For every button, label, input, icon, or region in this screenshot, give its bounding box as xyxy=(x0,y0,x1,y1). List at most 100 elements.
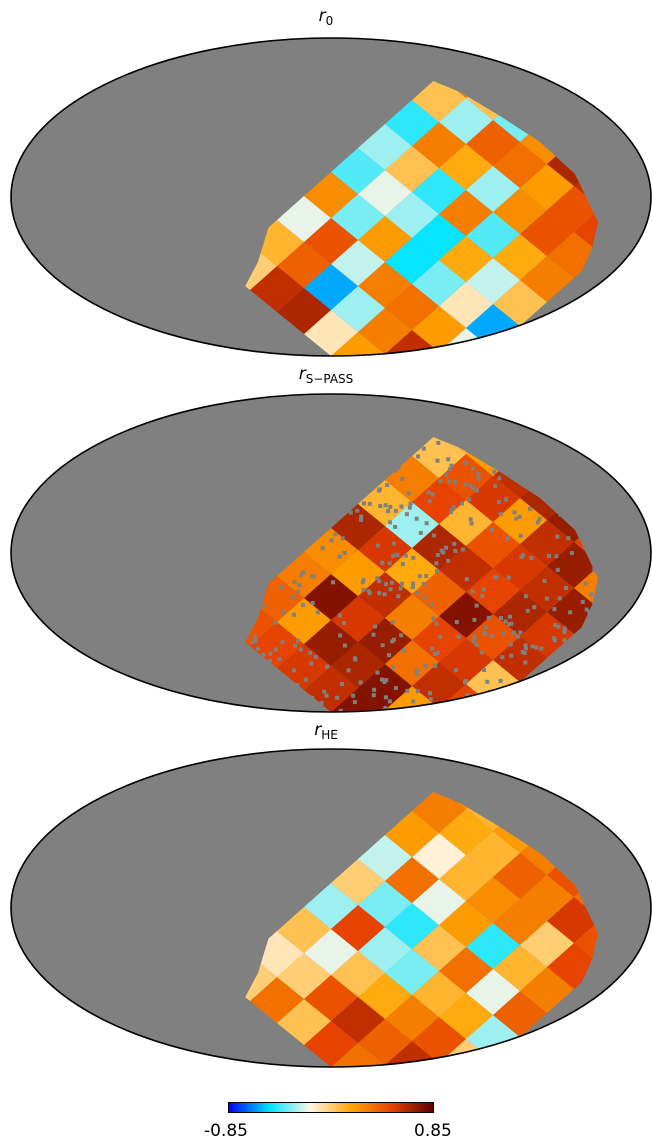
masked-pixel xyxy=(294,690,298,694)
masked-pixel xyxy=(250,658,254,662)
masked-pixel xyxy=(411,585,415,589)
map-pixel-cell xyxy=(412,352,466,364)
masked-pixel xyxy=(472,639,476,643)
masked-pixel xyxy=(248,687,252,691)
masked-pixel xyxy=(581,600,585,604)
masked-pixel xyxy=(405,689,409,693)
masked-pixel xyxy=(487,616,491,620)
masked-pixel xyxy=(586,442,590,446)
masked-pixel xyxy=(407,491,411,495)
mollweide-map-rhe xyxy=(0,745,652,1075)
masked-pixel xyxy=(372,459,376,463)
masked-pixel xyxy=(261,653,265,657)
masked-pixel xyxy=(471,590,475,594)
masked-pixel xyxy=(438,479,442,483)
masked-pixel xyxy=(351,481,355,485)
masked-pixel xyxy=(376,544,380,548)
masked-pixel xyxy=(416,455,420,459)
masked-pixel xyxy=(472,618,476,622)
masked-pixel xyxy=(467,497,471,501)
masked-pixel xyxy=(317,474,321,478)
masked-pixel xyxy=(372,693,376,697)
masked-pixel xyxy=(240,654,244,658)
masked-pixel xyxy=(390,581,394,585)
panel-title-rspass: rS−PASS xyxy=(0,364,652,389)
masked-pixel xyxy=(349,511,353,515)
masked-pixel xyxy=(381,643,385,647)
panel-title-subscript: 0 xyxy=(326,14,334,28)
masked-pixel xyxy=(562,630,566,634)
masked-pixel xyxy=(411,581,415,585)
masked-pixel xyxy=(538,517,542,521)
masked-pixel xyxy=(530,644,534,648)
masked-pixel xyxy=(434,561,438,565)
masked-pixel xyxy=(394,686,398,690)
masked-pixel xyxy=(507,576,511,580)
masked-pixel xyxy=(587,686,591,690)
masked-pixel xyxy=(388,699,392,703)
masked-pixel xyxy=(440,549,444,553)
masked-pixel xyxy=(524,643,528,647)
masked-pixel xyxy=(378,504,382,508)
panel-title-symbol: r xyxy=(319,6,326,26)
masked-pixel xyxy=(373,624,377,628)
masked-pixel xyxy=(428,499,432,503)
masked-pixel xyxy=(416,689,420,693)
masked-pixel xyxy=(552,607,556,611)
masked-pixel xyxy=(461,548,465,552)
masked-pixel xyxy=(334,532,338,536)
masked-pixel xyxy=(566,536,570,540)
masked-pixel xyxy=(384,582,388,586)
panel-title-rhe: rHE xyxy=(0,720,652,745)
masked-pixel xyxy=(455,620,459,624)
masked-pixel xyxy=(380,678,384,682)
masked-pixel xyxy=(241,693,245,697)
masked-pixel xyxy=(563,626,567,630)
masked-pixel xyxy=(545,597,549,601)
masked-pixel xyxy=(393,525,397,529)
masked-pixel xyxy=(343,551,347,555)
masked-pixel xyxy=(432,617,436,621)
masked-pixel xyxy=(328,484,332,488)
masked-pixel xyxy=(449,510,453,514)
masked-pixel xyxy=(359,518,363,522)
masked-pixel xyxy=(309,490,313,494)
masked-pixel xyxy=(543,706,547,710)
masked-pixel xyxy=(494,696,498,700)
masked-pixel xyxy=(377,591,381,595)
masked-pixel xyxy=(391,620,395,624)
masked-pixel xyxy=(547,554,551,558)
masked-pixel xyxy=(415,591,419,595)
masked-pixel xyxy=(492,470,496,474)
masked-pixel xyxy=(432,534,436,538)
masked-pixel xyxy=(231,682,235,686)
masked-pixel xyxy=(436,459,440,463)
masked-pixel xyxy=(480,650,484,654)
masked-pixel xyxy=(248,672,252,676)
masked-pixel xyxy=(582,682,586,686)
masked-pixel xyxy=(555,535,559,539)
masked-pixel xyxy=(476,472,480,476)
masked-pixel xyxy=(338,504,342,508)
masked-pixel xyxy=(306,505,310,509)
masked-pixel xyxy=(340,682,344,686)
masked-pixel xyxy=(318,715,322,719)
masked-pixel xyxy=(568,610,572,614)
masked-pixel xyxy=(554,554,558,558)
masked-pixel xyxy=(425,521,429,525)
masked-pixel xyxy=(321,546,325,550)
masked-pixel xyxy=(296,639,300,643)
masked-pixel xyxy=(475,489,479,493)
masked-pixel xyxy=(268,652,272,656)
masked-pixel xyxy=(372,633,376,637)
masked-pixel xyxy=(435,705,439,709)
masked-pixel xyxy=(268,711,272,715)
masked-pixel xyxy=(396,594,400,598)
masked-pixel xyxy=(519,555,523,559)
masked-pixel xyxy=(320,701,324,705)
masked-pixel xyxy=(418,712,422,716)
masked-pixel xyxy=(455,706,459,710)
masked-pixel xyxy=(309,704,313,708)
masked-pixel xyxy=(353,700,357,704)
masked-pixel xyxy=(310,696,314,700)
